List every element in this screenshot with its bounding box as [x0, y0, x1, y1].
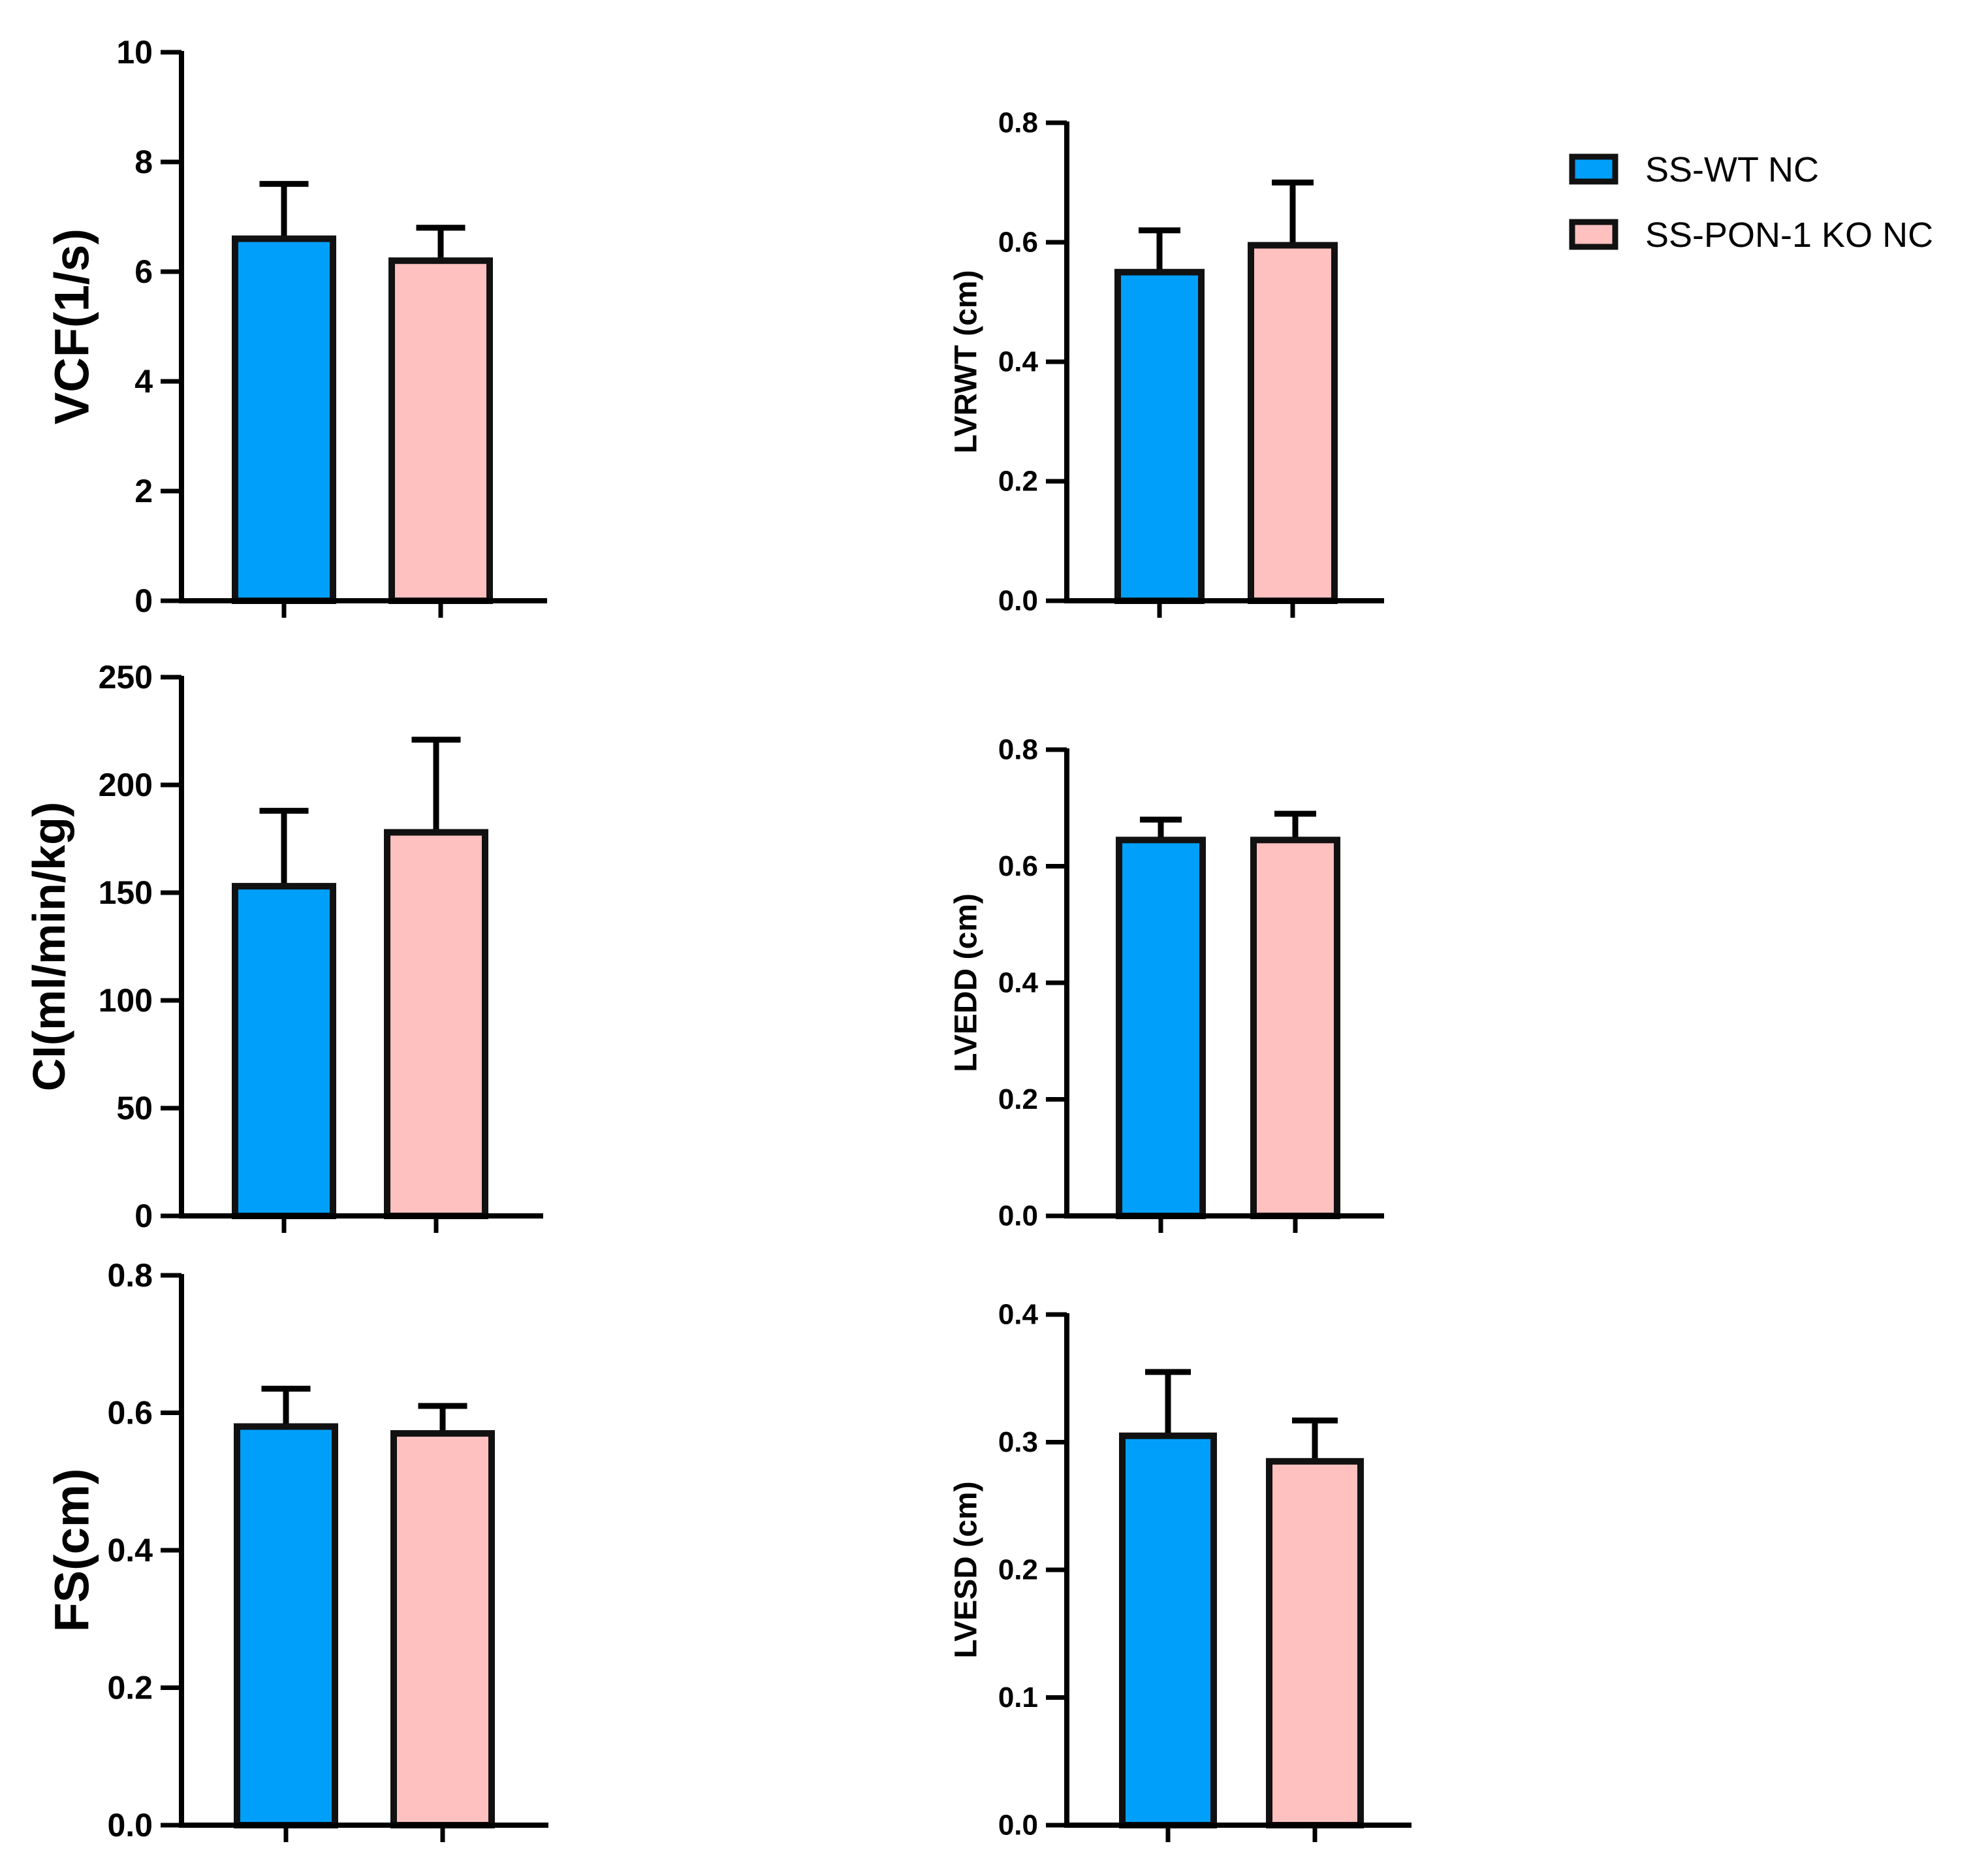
chart-lvrwt: 0.0 0.2 0.4 0.6 0.8 LVRWT (cm)	[949, 107, 1384, 618]
y-tick-label-ci-2: 100	[99, 982, 153, 1019]
legend-item-0: SS-WT NC	[1569, 150, 1819, 189]
bar-fs-1	[390, 1430, 495, 1828]
legend-label-1: SS-PON-1 KO NC	[1645, 215, 1933, 255]
y-tick-label-ci-3: 150	[99, 874, 153, 911]
y-tick-label-ci-5: 250	[99, 659, 153, 695]
chart-lvesd: 0.0 0.1 0.2 0.3 0.4 LVESD (cm)	[949, 1299, 1412, 1842]
y-tick-label-lvesd-4: 0.4	[998, 1299, 1039, 1331]
y-tick-label-lvedd-1: 0.2	[998, 1083, 1038, 1115]
y-axis-title-lvrwt: LVRWT (cm)	[949, 270, 984, 454]
chart-lvedd: 0.0 0.2 0.4 0.6 0.8 LVEDD (cm)	[949, 734, 1384, 1233]
bar-vcf-1	[388, 257, 493, 604]
y-tick-label-fs-1: 0.2	[107, 1670, 153, 1706]
y-tick-label-fs-4: 0.8	[107, 1257, 153, 1294]
y-tick-label-lvedd-4: 0.8	[998, 734, 1038, 766]
y-tick-label-lvesd-1: 0.1	[998, 1682, 1038, 1714]
y-tick-label-lvrwt-1: 0.2	[998, 466, 1038, 498]
y-tick-label-lvedd-2: 0.4	[998, 967, 1039, 999]
legend-swatch-1	[1569, 219, 1618, 250]
bar-lvesd-0	[1119, 1432, 1217, 1829]
y-tick-label-ci-4: 200	[99, 767, 153, 803]
y-tick-label-lvrwt-3: 0.6	[998, 227, 1038, 259]
y-tick-label-lvedd-3: 0.6	[998, 850, 1038, 882]
y-tick-label-ci-1: 50	[116, 1090, 153, 1126]
y-axis-title-vcf: VCF(1/s)	[45, 229, 99, 424]
y-tick-label-fs-0: 0.0	[107, 1807, 153, 1843]
y-tick-label-vcf-4: 8	[134, 144, 153, 180]
y-tick-label-vcf-5: 10	[116, 34, 153, 71]
bar-ci-1	[384, 829, 488, 1219]
bar-lvesd-1	[1266, 1458, 1364, 1828]
y-tick-label-lvrwt-2: 0.4	[998, 346, 1039, 378]
bar-lvrwt-0	[1114, 268, 1205, 604]
legend: SS-WT NC SS-PON-1 KO NC	[1569, 150, 1933, 255]
y-axis-title-lvesd: LVESD (cm)	[949, 1481, 984, 1658]
y-tick-label-vcf-2: 4	[134, 363, 153, 400]
chart-vcf: 0 2 4 6 8 10 VCF(1/s)	[45, 34, 547, 619]
bar-lvedd-1	[1250, 837, 1340, 1219]
legend-item-1: SS-PON-1 KO NC	[1569, 215, 1933, 255]
y-axis-title-lvedd: LVEDD (cm)	[949, 893, 984, 1072]
y-tick-label-ci-0: 0	[134, 1198, 153, 1234]
y-axis-title-fs: FS(cm)	[45, 1469, 99, 1633]
y-tick-label-lvrwt-0: 0.0	[998, 585, 1038, 617]
bar-fs-0	[234, 1423, 338, 1829]
y-tick-label-vcf-1: 2	[134, 473, 153, 509]
y-tick-label-lvrwt-4: 0.8	[998, 107, 1038, 139]
y-tick-label-fs-2: 0.4	[107, 1532, 153, 1569]
bar-vcf-0	[232, 235, 336, 605]
bar-ci-0	[232, 883, 336, 1219]
chart-ci: 0 50 100 150 200 250 CI(ml/min/kg)	[24, 659, 543, 1234]
y-axis-title-ci: CI(ml/min/kg)	[24, 802, 74, 1091]
legend-label-0: SS-WT NC	[1645, 150, 1819, 189]
chart-fs: 0.0 0.2 0.4 0.6 0.8 FS(cm)	[45, 1257, 548, 1843]
y-tick-label-fs-3: 0.6	[107, 1395, 153, 1431]
bar-lvrwt-1	[1248, 242, 1338, 604]
y-tick-label-lvesd-2: 0.2	[998, 1554, 1038, 1586]
y-tick-label-lvesd-0: 0.0	[998, 1809, 1038, 1841]
chart-panels: 0 2 4 6 8 10 VCF(1/s) 0.0 0.2 0.4 0.6 0.8 LVRWT (cm)…	[24, 34, 1412, 1843]
legend-swatch-0	[1569, 153, 1618, 185]
bar-lvedd-0	[1116, 837, 1206, 1219]
y-tick-label-lvesd-3: 0.3	[998, 1426, 1038, 1458]
y-tick-label-vcf-0: 0	[134, 582, 153, 619]
y-tick-label-lvedd-0: 0.0	[998, 1200, 1038, 1232]
y-tick-label-vcf-3: 6	[134, 253, 153, 290]
